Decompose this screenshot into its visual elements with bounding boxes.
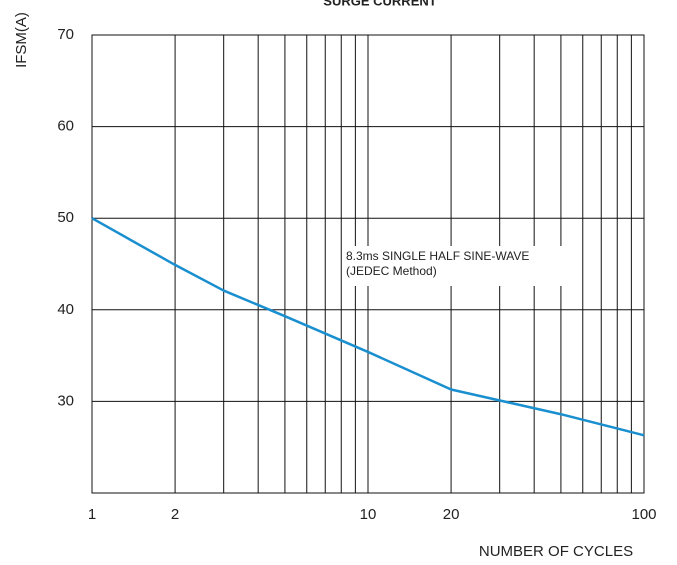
y-tick-label: 60 (57, 118, 74, 135)
x-tick-label: 100 (631, 506, 656, 523)
line (91, 217, 645, 437)
chart-title: SURGE CURRENT (323, 0, 436, 8)
y-axis-label: IFSM(A) (13, 12, 30, 68)
annotation: 8.3ms SINGLE HALF SINE-WAVE (346, 249, 529, 263)
y-tick-label: 30 (57, 392, 74, 409)
y-tick-label: 50 (57, 209, 74, 226)
annotation-box (342, 246, 582, 286)
x-tick-label: 1 (88, 506, 96, 523)
y-tick-label: 70 (57, 26, 74, 43)
annotation: (JEDEC Method) (346, 264, 437, 278)
x-tick-label: 2 (171, 506, 179, 523)
x-tick-label: 10 (360, 506, 377, 523)
x-axis-label: NUMBER OF CYCLES (479, 543, 633, 560)
y-tick-label: 40 (57, 301, 74, 318)
x-tick-label: 20 (443, 506, 460, 523)
